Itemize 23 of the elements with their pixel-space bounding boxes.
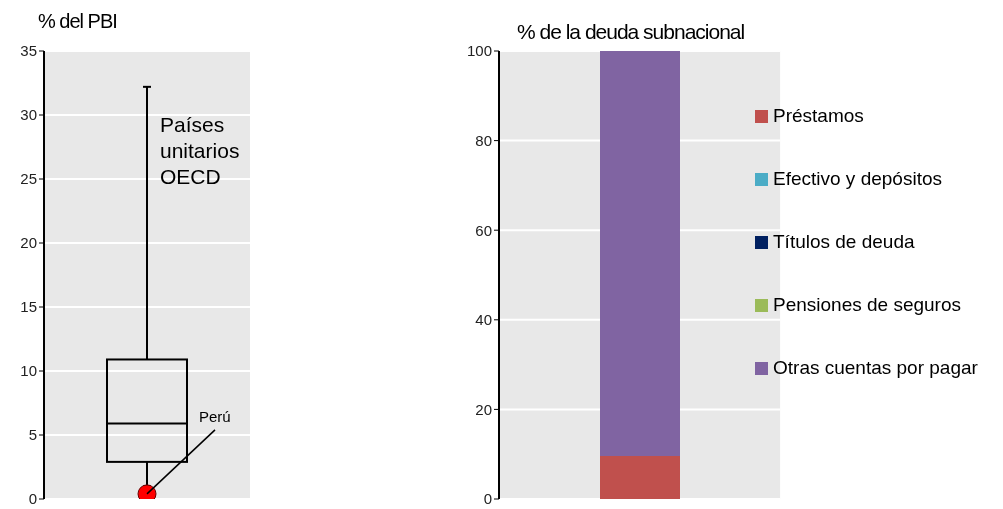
legend-label: Efectivo y depósitos bbox=[773, 168, 942, 190]
legend-label: Títulos de deuda bbox=[773, 231, 915, 253]
y-tick-label: 40 bbox=[475, 311, 492, 329]
y-axis-title: % del PBI bbox=[38, 10, 117, 33]
y-tick-label: 20 bbox=[20, 234, 37, 252]
legend-label: Préstamos bbox=[773, 105, 864, 127]
y-tick-label: 10 bbox=[20, 362, 37, 380]
y-axis-title: % de la deuda subnacional bbox=[517, 20, 745, 44]
y-tick-label: 25 bbox=[20, 170, 37, 188]
y-tick-label: 15 bbox=[20, 298, 37, 316]
y-tick-label: 0 bbox=[483, 490, 492, 508]
y-tick-label: 30 bbox=[20, 106, 37, 124]
annotation: Perú bbox=[199, 407, 231, 425]
y-tick-label: 60 bbox=[475, 221, 492, 239]
y-tick-label: 80 bbox=[475, 131, 492, 149]
y-tick-label: 35 bbox=[20, 42, 37, 60]
legend-label: Pensiones de seguros bbox=[773, 294, 962, 316]
legend-label: Otras cuentas por pagar bbox=[773, 357, 978, 379]
y-tick-label: 20 bbox=[475, 400, 492, 418]
y-tick-label: 100 bbox=[466, 42, 492, 60]
y-tick-label: 5 bbox=[28, 426, 37, 444]
annotation: Países unitarios OECD bbox=[160, 112, 241, 190]
y-tick-label: 0 bbox=[28, 490, 37, 508]
